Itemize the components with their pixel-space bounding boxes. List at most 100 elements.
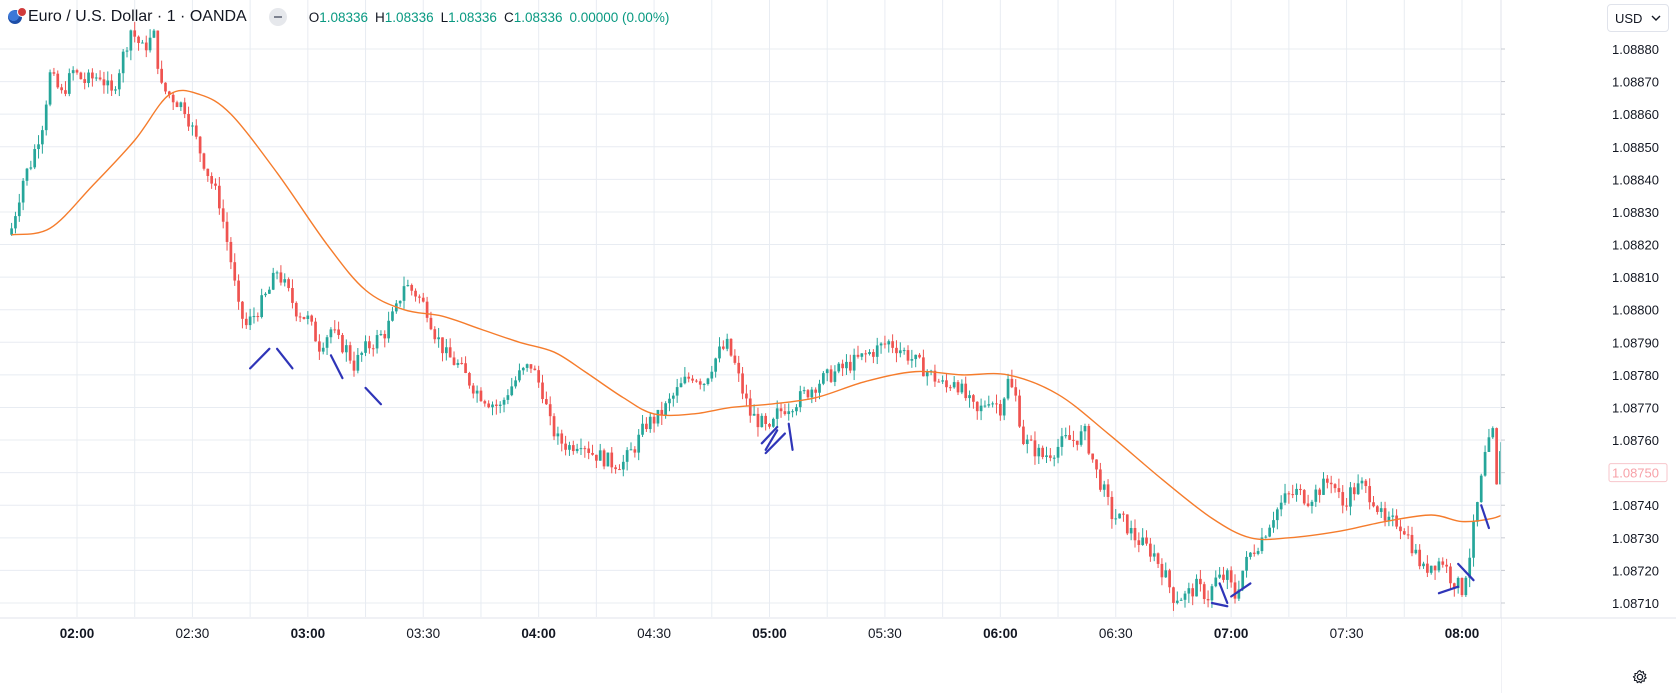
candle-body bbox=[602, 450, 606, 467]
candle-body bbox=[1210, 586, 1214, 601]
candle-body bbox=[1160, 563, 1164, 578]
candle-body bbox=[98, 77, 102, 80]
candle-body bbox=[514, 380, 517, 387]
candle-body bbox=[1445, 564, 1448, 567]
candle-body bbox=[606, 452, 610, 467]
candle-body bbox=[433, 329, 437, 340]
candle-body bbox=[1014, 387, 1018, 396]
y-tick-label: 1.08880 bbox=[1612, 42, 1659, 57]
candle-body bbox=[1141, 537, 1145, 545]
candle-body bbox=[1472, 521, 1475, 558]
candle-body bbox=[706, 378, 710, 385]
candle-body bbox=[648, 416, 652, 430]
candle-body bbox=[1199, 578, 1202, 585]
candle-body bbox=[698, 381, 702, 385]
candle-body bbox=[14, 216, 17, 229]
candle-body bbox=[321, 347, 325, 352]
candle-body bbox=[1352, 487, 1356, 495]
y-tick-label: 1.08830 bbox=[1612, 205, 1659, 220]
candle-body bbox=[1249, 552, 1252, 557]
candle-body bbox=[718, 346, 721, 359]
candle-body bbox=[421, 297, 425, 302]
ohlc-item: C1.08336 bbox=[504, 10, 563, 25]
candle-body bbox=[687, 376, 691, 379]
candle-body bbox=[1341, 492, 1345, 506]
candle-body bbox=[237, 280, 240, 302]
candle-body bbox=[533, 368, 537, 371]
candle-body bbox=[294, 302, 298, 317]
candle-body bbox=[483, 401, 487, 404]
candle-body bbox=[387, 320, 390, 339]
candle-body bbox=[1337, 488, 1341, 493]
candle-body bbox=[1145, 537, 1148, 544]
candle-body bbox=[822, 373, 825, 384]
last-price-badge bbox=[1608, 463, 1668, 483]
candle-body bbox=[371, 348, 375, 350]
ohlc-item: O1.08336 bbox=[309, 10, 368, 25]
hide-indicator-icon[interactable] bbox=[268, 8, 287, 26]
candle-body bbox=[379, 333, 383, 336]
candle-body bbox=[760, 415, 764, 428]
candle-body bbox=[1245, 556, 1248, 571]
annotation-stroke bbox=[275, 347, 294, 370]
candle-body bbox=[214, 183, 217, 186]
symbol-title[interactable]: Euro / U.S. Dollar · 1 · OANDA bbox=[28, 8, 247, 25]
candle-body bbox=[79, 72, 83, 80]
candle-body bbox=[695, 380, 698, 382]
candle-body bbox=[833, 371, 837, 382]
candle-body bbox=[1295, 488, 1298, 495]
candle-body bbox=[1095, 459, 1098, 470]
candle-body bbox=[864, 353, 868, 355]
y-tick-label: 1.08870 bbox=[1612, 75, 1659, 90]
candle-body bbox=[1068, 435, 1071, 440]
candle-body bbox=[1283, 493, 1287, 503]
price-scale-bg bbox=[1501, 0, 1676, 693]
x-tick-label: 06:00 bbox=[983, 626, 1018, 641]
candle-body bbox=[302, 317, 306, 319]
candle-body bbox=[29, 167, 33, 169]
settings-button[interactable] bbox=[1628, 665, 1652, 689]
candle-body bbox=[1349, 487, 1352, 507]
candle-body bbox=[1464, 577, 1468, 596]
candle-body bbox=[152, 30, 156, 38]
candle-body bbox=[25, 168, 29, 181]
ohlc-value: 1.08336 bbox=[384, 9, 434, 25]
candle-body bbox=[1114, 518, 1118, 520]
x-tick-label: 02:30 bbox=[176, 626, 210, 641]
candle-body bbox=[583, 448, 587, 450]
x-tick-label: 04:30 bbox=[637, 626, 671, 641]
candle-body bbox=[564, 443, 567, 450]
y-tick-label: 1.08710 bbox=[1612, 596, 1659, 611]
candle-body bbox=[1129, 527, 1133, 534]
candle-body bbox=[922, 357, 925, 377]
candle-body bbox=[129, 30, 133, 51]
candle-body bbox=[883, 343, 887, 345]
candle-body bbox=[1476, 502, 1479, 522]
currency-selector[interactable]: USD bbox=[1607, 4, 1669, 32]
x-tick-label: 03:30 bbox=[406, 626, 440, 641]
candle-body bbox=[960, 383, 964, 393]
candle-body bbox=[114, 89, 117, 91]
x-tick-label: 05:00 bbox=[752, 626, 787, 641]
candle-body bbox=[1422, 563, 1425, 567]
candle-body bbox=[1202, 584, 1206, 600]
candle-body bbox=[133, 30, 137, 37]
candle-body bbox=[368, 341, 371, 349]
annotation-stroke bbox=[787, 422, 794, 451]
candle-body bbox=[256, 316, 260, 318]
candle-body bbox=[33, 149, 37, 168]
candle-body bbox=[460, 362, 464, 364]
candle-body bbox=[568, 445, 571, 450]
ohlc-value: 1.08336 bbox=[448, 9, 497, 25]
candle-body bbox=[141, 42, 144, 44]
candle-body bbox=[810, 389, 814, 398]
candle-body bbox=[75, 70, 79, 73]
candle-body bbox=[444, 347, 448, 354]
candle-body bbox=[60, 87, 63, 91]
candle-body bbox=[1041, 447, 1044, 458]
candle-body bbox=[1287, 493, 1291, 495]
annotation-stroke bbox=[764, 432, 786, 455]
candle-body bbox=[575, 448, 579, 452]
